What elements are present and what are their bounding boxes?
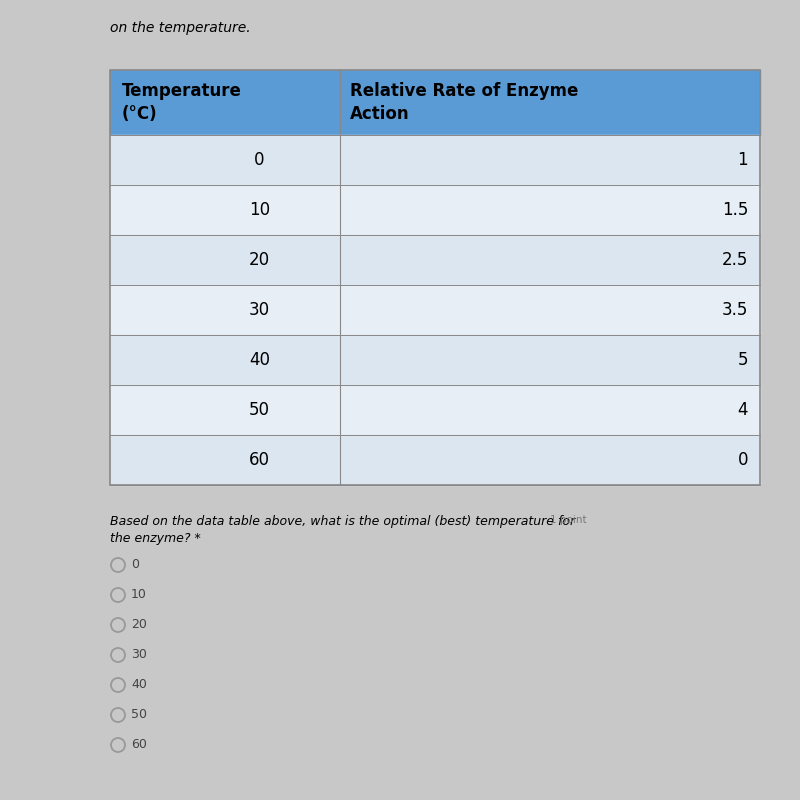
Bar	[110, 185, 760, 235]
Text: 4: 4	[738, 401, 748, 419]
Text: 50: 50	[249, 401, 270, 419]
Text: 2.5: 2.5	[722, 251, 748, 269]
Text: 0: 0	[254, 151, 265, 169]
Text: 1: 1	[738, 151, 748, 169]
Text: 30: 30	[131, 649, 147, 662]
Text: 60: 60	[131, 738, 147, 751]
Bar	[110, 70, 760, 485]
Bar	[110, 135, 760, 185]
Text: 5: 5	[738, 351, 748, 369]
Text: 10: 10	[131, 589, 147, 602]
Text: 40: 40	[249, 351, 270, 369]
Text: on the temperature.: on the temperature.	[110, 21, 250, 35]
Text: 20: 20	[131, 618, 147, 631]
Text: the enzyme? *: the enzyme? *	[110, 532, 201, 545]
Text: 20: 20	[249, 251, 270, 269]
Bar	[110, 385, 760, 435]
Text: 0: 0	[131, 558, 139, 571]
Text: 50: 50	[131, 709, 147, 722]
Text: Based on the data table above, what is the optimal (best) temperature for: Based on the data table above, what is t…	[110, 515, 575, 528]
Bar	[110, 285, 760, 335]
Text: Relative Rate of Enzyme
Action: Relative Rate of Enzyme Action	[350, 82, 578, 122]
Bar	[110, 70, 760, 135]
Text: 0: 0	[738, 451, 748, 469]
Bar	[110, 435, 760, 485]
Text: Temperature
(°C): Temperature (°C)	[122, 82, 242, 122]
Bar	[110, 235, 760, 285]
Text: 10: 10	[249, 201, 270, 219]
Text: 30: 30	[249, 301, 270, 319]
Text: 3.5: 3.5	[722, 301, 748, 319]
Text: 1.5: 1.5	[722, 201, 748, 219]
Text: 40: 40	[131, 678, 147, 691]
Bar	[110, 335, 760, 385]
Text: 1 point: 1 point	[550, 515, 586, 525]
Text: 60: 60	[249, 451, 270, 469]
